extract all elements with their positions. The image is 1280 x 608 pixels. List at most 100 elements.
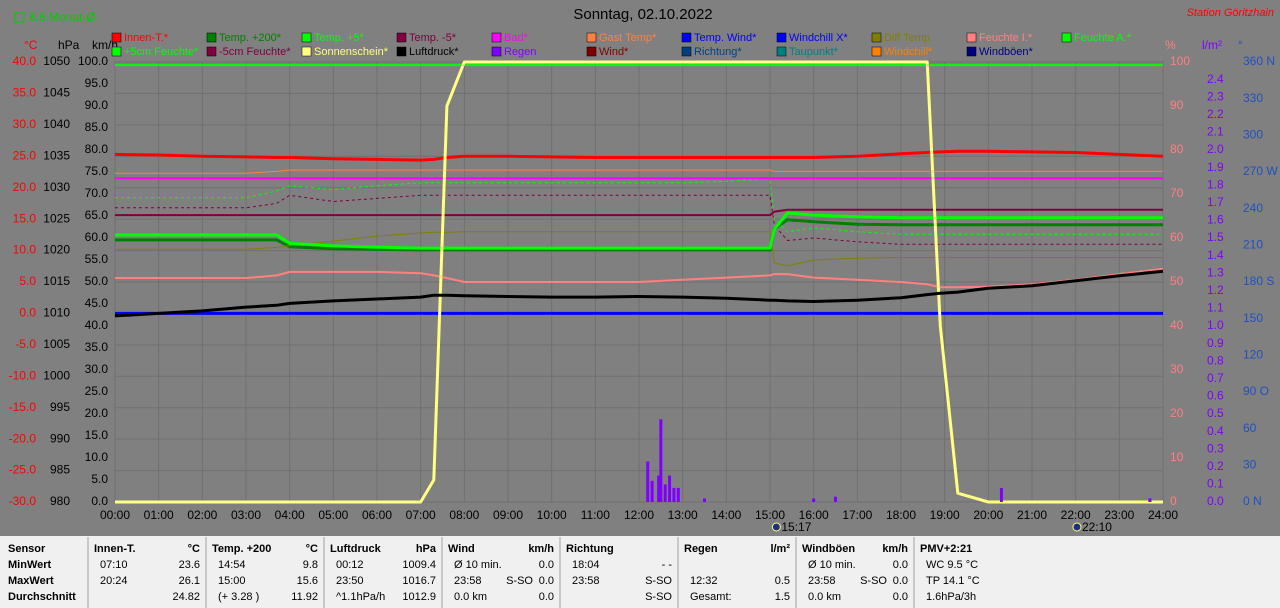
legend-swatch [681, 46, 692, 57]
y-tick-label: 210 [1243, 238, 1263, 252]
y-tick-label: 15.0 [85, 428, 109, 442]
moon-icon [771, 522, 781, 532]
cell-time: 23:50 [336, 575, 364, 587]
y-tick-label: 90.0 [85, 98, 109, 112]
axis-title: km/h [92, 38, 118, 52]
x-tick-label: 05:00 [318, 508, 348, 522]
y-tick-label: 80.0 [85, 142, 109, 156]
cell-time: 1.6hPa/3h [926, 591, 976, 603]
cell-value: 23.6 [179, 559, 200, 571]
series-line [114, 149, 1164, 162]
axis-title: ° [1238, 38, 1243, 52]
moon-icon [1072, 522, 1082, 532]
legend-swatch [966, 32, 977, 43]
cell-time: 15:00 [218, 575, 246, 587]
cell-time: 23:58 [572, 575, 600, 587]
series-line [115, 177, 1163, 235]
y-tick-label: 0.5 [1207, 406, 1224, 420]
cell-time: 00:12 [336, 559, 364, 571]
x-tick-label: 22:00 [1061, 508, 1091, 522]
y-tick-label: 30.0 [13, 117, 37, 131]
y-tick-label: -30.0 [9, 494, 37, 508]
legend-label: Innen-T.* [124, 32, 169, 44]
legend-label: Richtung* [694, 46, 742, 58]
y-tick-label: 60.0 [85, 230, 109, 244]
y-tick-label: -15.0 [9, 400, 37, 414]
y-tick-label: 30.0 [85, 362, 109, 376]
cell-time: ^1.1hPa/h [336, 591, 385, 603]
station: Station Göritzhain [1187, 7, 1274, 19]
y-tick-label: 0.0 [91, 494, 108, 508]
y-tick-label: 35.0 [13, 86, 37, 100]
cell-value: 9.8 [303, 559, 318, 571]
legend-label: Temp. -5* [409, 32, 457, 44]
y-tick-label: 50.0 [85, 274, 109, 288]
legend-label: +5cm Feuchte* [124, 46, 199, 58]
legend-label: Taupunkt* [789, 46, 839, 58]
legend-swatch [871, 32, 882, 43]
moon-label: 15:17 [781, 520, 811, 534]
legend-label: Gast Temp* [599, 32, 657, 44]
x-tick-label: 04:00 [275, 508, 305, 522]
legend-label: Regen [504, 46, 536, 58]
y-tick-label: 95.0 [85, 76, 109, 90]
cell-time: TP 14.1 °C [926, 575, 980, 587]
cell-value: S-SO [645, 591, 672, 603]
y-tick-label: 55.0 [85, 252, 109, 266]
y-tick-label: 990 [50, 431, 70, 445]
legend-swatch [301, 46, 312, 57]
axis-title: hPa [58, 38, 80, 52]
monthly-note: 8.6 Monat-Ø [29, 10, 96, 24]
y-tick-label: 0 [1170, 494, 1177, 508]
y-tick-label: 45.0 [85, 296, 109, 310]
block-unit: hPa [416, 543, 437, 555]
y-tick-label: 2.4 [1207, 72, 1224, 86]
y-tick-label: 60 [1243, 421, 1257, 435]
y-tick-label: 10.0 [13, 243, 37, 257]
legend-swatch [681, 32, 692, 43]
cell-value: 26.1 [179, 575, 200, 587]
block-unit: °C [188, 543, 200, 555]
y-tick-label: 0 N [1243, 494, 1262, 508]
y-tick-label: 65.0 [85, 208, 109, 222]
block-title: Regen [684, 543, 718, 555]
y-tick-label: 1020 [43, 243, 70, 257]
legend-label: Windböen* [979, 46, 1034, 58]
y-tick-label: 75.0 [85, 164, 109, 178]
cell-time: 23:58 [454, 575, 482, 587]
series-line [115, 267, 1164, 289]
block-title: Temp. +200 [212, 543, 271, 555]
legend-swatch [206, 46, 217, 57]
y-tick-label: -25.0 [9, 463, 37, 477]
block-unit: l/m² [770, 543, 790, 555]
y-tick-label: 40.0 [13, 54, 37, 68]
rain-bar [676, 487, 680, 502]
y-tick-label: -20.0 [9, 431, 37, 445]
y-tick-label: 2.1 [1207, 125, 1224, 139]
x-tick-label: 14:00 [711, 508, 741, 522]
y-tick-label: 985 [50, 463, 70, 477]
x-tick-label: 21:00 [1017, 508, 1047, 522]
y-tick-label: 60 [1170, 230, 1184, 244]
y-tick-label: 20.0 [85, 406, 109, 420]
block-title: Richtung [566, 543, 614, 555]
rain-bar [672, 487, 676, 502]
moon-label: 22:10 [1082, 520, 1112, 534]
y-tick-label: 980 [50, 494, 70, 508]
x-tick-label: 16:00 [799, 508, 829, 522]
summary-panel [0, 536, 1280, 608]
y-tick-label: 40.0 [85, 318, 109, 332]
y-tick-label: 995 [50, 400, 70, 414]
y-tick-label: 90 O [1243, 384, 1269, 398]
y-tick-label: 70 [1170, 186, 1184, 200]
month-swatch [14, 12, 25, 23]
y-tick-label: 25.0 [13, 148, 37, 162]
chart-title: Sonntag, 02.10.2022 [573, 6, 712, 23]
legend-swatch [491, 32, 502, 43]
x-tick-label: 01:00 [144, 508, 174, 522]
y-tick-label: 30 [1243, 458, 1257, 472]
legend-swatch [1061, 32, 1072, 43]
block-title: Wind [448, 543, 475, 555]
y-tick-label: 1.1 [1207, 301, 1224, 315]
